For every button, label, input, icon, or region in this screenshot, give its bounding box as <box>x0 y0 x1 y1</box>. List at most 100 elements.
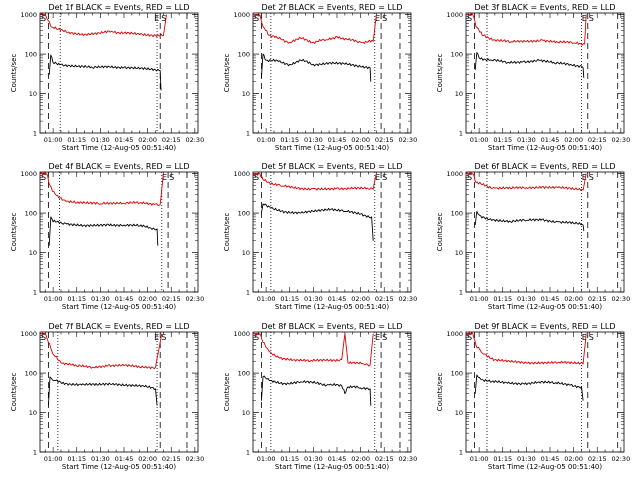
x-tick-label: 01:00 <box>470 136 489 144</box>
x-tick-label: 02:30 <box>611 455 630 463</box>
x-tick-label: 01:30 <box>517 295 536 303</box>
x-tick-label: 02:00 <box>351 136 370 144</box>
x-tick-label: 02:00 <box>564 295 583 303</box>
lld-series-line <box>39 13 167 38</box>
x-tick-label: 01:30 <box>91 455 110 463</box>
start-marker-label: S <box>467 333 472 342</box>
x-tick-label: 01:30 <box>517 136 536 144</box>
end-marker-label: E <box>162 173 167 182</box>
lld-series-line <box>252 332 374 367</box>
y-axis-label: Counts/sec <box>436 54 444 93</box>
y-tick-label: 100 <box>238 210 250 218</box>
start-marker-label: S <box>254 173 259 182</box>
x-tick-label: 01:30 <box>91 295 110 303</box>
x-tick-label: 02:00 <box>564 455 583 463</box>
x-tick-label: 01:15 <box>493 295 512 303</box>
start-marker-label-2: S <box>589 14 594 23</box>
y-tick-label: 10 <box>455 409 463 417</box>
lld-series-line <box>252 172 377 191</box>
events-series-line <box>48 216 159 246</box>
start-marker-label: S <box>41 333 46 342</box>
y-tick-label: 100 <box>25 51 37 59</box>
panel-det-5: Det 5f BLACK = Events, RED = LLD 1 10 100 10… <box>223 162 417 311</box>
x-tick-label: 02:30 <box>398 136 417 144</box>
lld-series-line <box>39 171 164 206</box>
x-tick-label: 02:00 <box>351 295 370 303</box>
y-axis-label: Counts/sec <box>10 213 18 252</box>
x-tick-label: 02:15 <box>588 295 607 303</box>
x-tick-label: 02:30 <box>611 295 630 303</box>
y-tick-label: 1 <box>459 449 463 457</box>
x-axis-label: Start Time (12-Aug-05 00:51:40) <box>488 144 602 152</box>
start-marker-label: S <box>254 333 259 342</box>
panel-title: Det 3f BLACK = Events, RED = LLD <box>474 3 615 12</box>
start-marker-label-2: S <box>589 173 594 182</box>
y-tick-label: 100 <box>451 51 463 59</box>
x-tick-label: 01:45 <box>115 295 134 303</box>
start-marker-label-2: S <box>161 333 166 342</box>
x-tick-label: 02:30 <box>398 295 417 303</box>
panel-title: Det 5f BLACK = Events, RED = LLD <box>261 162 402 171</box>
y-tick-label: 1 <box>459 130 463 138</box>
x-tick-label: 02:15 <box>375 295 394 303</box>
panel-det-7: Det 7f BLACK = Events, RED = LLD 1 10 100 10… <box>10 322 204 471</box>
x-tick-label: 01:00 <box>470 455 489 463</box>
x-tick-label: 02:30 <box>185 295 204 303</box>
y-tick-label: 10 <box>29 249 37 257</box>
panel-det-4: Det 4f BLACK = Events, RED = LLD 1 10 100 10… <box>10 162 204 311</box>
plot-frame <box>39 12 199 134</box>
y-tick-label: 100 <box>25 210 37 218</box>
start-marker-label: S <box>467 173 472 182</box>
x-tick-label: 02:15 <box>162 295 181 303</box>
x-axis-label: Start Time (12-Aug-05 00:51:40) <box>62 144 176 152</box>
panel-det-8: Det 8f BLACK = Events, RED = LLD 1 10 100 10… <box>223 322 417 471</box>
x-tick-label: 01:30 <box>304 455 323 463</box>
events-series-line <box>47 376 158 406</box>
x-tick-label: 01:30 <box>304 136 323 144</box>
x-tick-label: 02:15 <box>162 455 181 463</box>
y-tick-label: 10 <box>242 90 250 98</box>
x-tick-label: 01:00 <box>257 455 276 463</box>
start-marker-label-2: S <box>382 14 387 23</box>
x-axis-label: Start Time (12-Aug-05 00:51:40) <box>275 144 389 152</box>
y-axis-label: Counts/sec <box>10 373 18 412</box>
x-tick-label: 01:15 <box>493 455 512 463</box>
events-series-line <box>260 53 372 82</box>
x-tick-label: 02:30 <box>185 455 204 463</box>
x-tick-label: 02:00 <box>138 136 157 144</box>
x-tick-label: 02:15 <box>162 136 181 144</box>
end-marker-label: E <box>154 14 159 23</box>
plot-frame <box>465 12 625 134</box>
x-tick-label: 02:00 <box>138 295 157 303</box>
end-marker-label: E <box>375 173 380 182</box>
y-tick-label: 1 <box>246 289 250 297</box>
y-tick-label: 1 <box>33 130 37 138</box>
x-tick-label: 02:30 <box>398 455 417 463</box>
end-marker-label: E <box>582 333 587 342</box>
y-tick-label: 10 <box>242 249 250 257</box>
y-tick-label: 1000 <box>20 170 37 178</box>
events-series-line <box>260 375 372 406</box>
x-tick-label: 01:45 <box>541 455 560 463</box>
y-tick-label: 1000 <box>233 11 250 19</box>
x-tick-label: 02:00 <box>564 136 583 144</box>
y-tick-label: 1 <box>459 289 463 297</box>
start-marker-label-2: S <box>589 333 594 342</box>
start-marker-label-2: S <box>169 173 174 182</box>
x-tick-label: 01:15 <box>493 136 512 144</box>
start-marker-label: S <box>467 14 472 23</box>
y-tick-label: 10 <box>455 90 463 98</box>
x-tick-label: 01:15 <box>67 455 86 463</box>
y-tick-label: 1000 <box>446 330 463 338</box>
x-tick-label: 01:15 <box>280 136 299 144</box>
panel-det-3: Det 3f BLACK = Events, RED = LLD 1 10 100 10… <box>436 3 630 152</box>
plot-frame <box>252 171 412 293</box>
y-tick-label: 10 <box>29 90 37 98</box>
start-marker-label: S <box>41 14 46 23</box>
y-tick-label: 100 <box>451 370 463 378</box>
y-axis-label: Counts/sec <box>223 54 231 93</box>
y-tick-label: 1 <box>33 289 37 297</box>
events-series-line <box>48 54 162 91</box>
